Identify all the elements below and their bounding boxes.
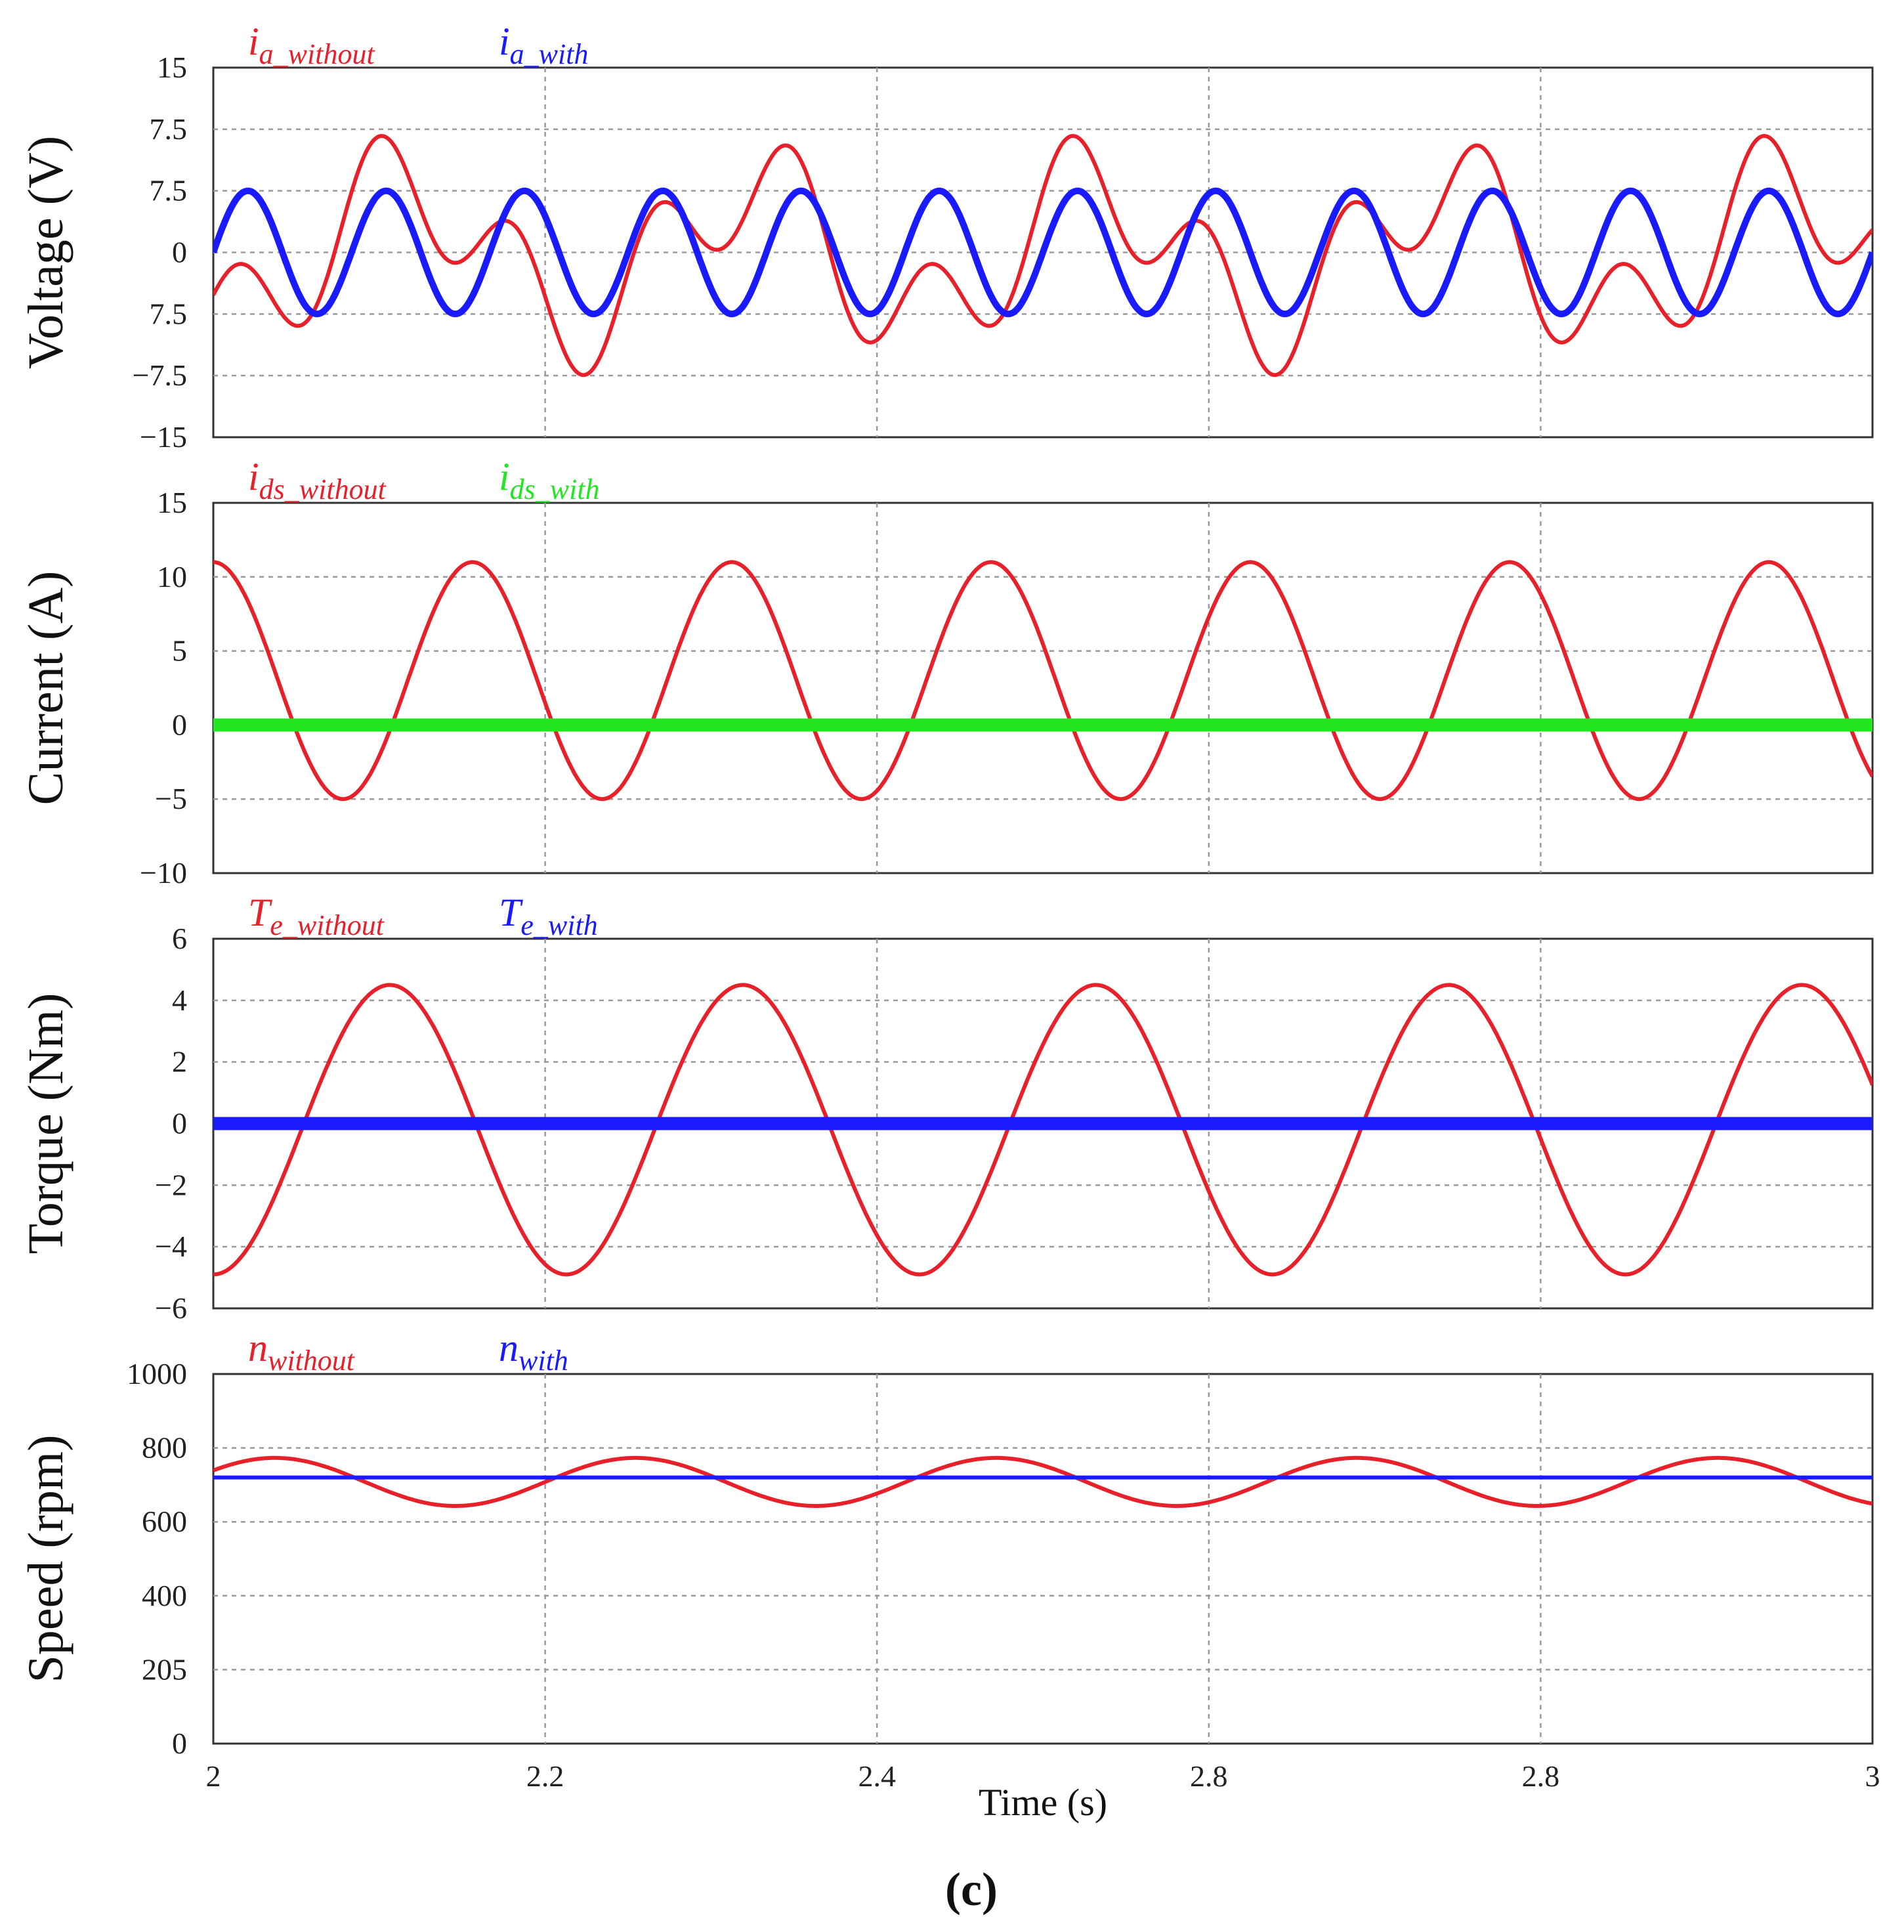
legend-label-ds-with: ids_with: [499, 455, 600, 505]
y-tick-label: −7.5: [133, 358, 187, 392]
x-tick-label: 2.8: [1522, 1759, 1560, 1793]
figure-label: (c): [945, 1863, 998, 1916]
legend-label-e-without: Te_without: [248, 891, 385, 941]
y-tick-label: 7.5: [150, 174, 188, 207]
series-line-n-without: [213, 1455, 1872, 1508]
y-tick-label: 2: [172, 1045, 187, 1079]
y-tick-label: 10: [157, 560, 187, 593]
panel-2: 15 10 5 0 −5 −10 Current (A) ids_without ids_wit…: [18, 455, 1874, 890]
legend-label-a-without: ia_without: [248, 20, 375, 70]
y-tick-label: −4: [155, 1230, 187, 1263]
y-tick-label: 1000: [127, 1357, 187, 1390]
y-tick-label: 7.5: [150, 297, 188, 330]
plot-frame: [212, 1373, 1874, 1745]
y-tick-label: 15: [157, 51, 187, 84]
y-tick-label: 800: [142, 1431, 187, 1465]
y-tick-label: 0: [172, 236, 187, 269]
y-tick-label: −10: [140, 856, 187, 890]
y-tick-label: 5: [172, 634, 187, 668]
series-line-ia-without: [213, 134, 1872, 377]
y-tick-label: 0: [172, 1727, 187, 1760]
panel-3: 6 4 2 0 −2 −4 −6 Torque (Nm) Te_without Te_with: [18, 891, 1874, 1325]
legend-label-e-with: Te_with: [499, 891, 598, 941]
series-line-ids-without: [213, 560, 1872, 802]
y-axis-label: Current (A): [18, 571, 74, 805]
series-line-Te-without: [213, 983, 1872, 1277]
legend-label-with: nwith: [499, 1326, 568, 1377]
panel-1: 15 7.5 7.5 0 7.5 −7.5 −15 Voltage (V) ia_without…: [18, 20, 1874, 454]
y-tick-label: 15: [157, 486, 187, 519]
y-axis-label: Speed (rpm): [18, 1435, 74, 1683]
y-axis-label: Voltage (V): [18, 136, 74, 369]
x-tick-label: 2: [206, 1759, 221, 1793]
y-tick-label: −6: [155, 1291, 187, 1325]
y-tick-label: 0: [172, 1107, 187, 1140]
panel-4: 1000 800 600 400 205 0 Speed (rpm) nwithout nwit…: [18, 1326, 1874, 1760]
y-axis-label: Torque (Nm): [18, 993, 74, 1255]
y-tick-label: 400: [142, 1579, 187, 1612]
y-tick-label: 600: [142, 1505, 187, 1538]
y-tick-label: 4: [172, 983, 187, 1017]
legend-label-ds-without: ids_without: [248, 455, 387, 505]
legend-label-without: nwithout: [248, 1326, 356, 1377]
legend-label-a-with: ia_with: [499, 20, 588, 70]
x-tick-label: 2.8: [1190, 1759, 1228, 1793]
y-tick-label: 0: [172, 708, 187, 741]
y-tick-label: 6: [172, 922, 187, 955]
y-tick-label: 7.5: [150, 112, 188, 146]
y-tick-label: −15: [140, 420, 187, 454]
x-tick-label: 2.2: [526, 1759, 564, 1793]
y-tick-label: 205: [142, 1652, 187, 1686]
y-tick-label: −2: [155, 1168, 187, 1201]
x-tick-label: 3: [1865, 1759, 1880, 1793]
plot-frame: [212, 502, 1874, 874]
series-line-ia-with: [213, 187, 1872, 318]
y-tick-label: −5: [155, 782, 187, 815]
x-tick-label: 2.4: [858, 1759, 896, 1793]
x-axis-label: Time (s): [979, 1781, 1107, 1824]
